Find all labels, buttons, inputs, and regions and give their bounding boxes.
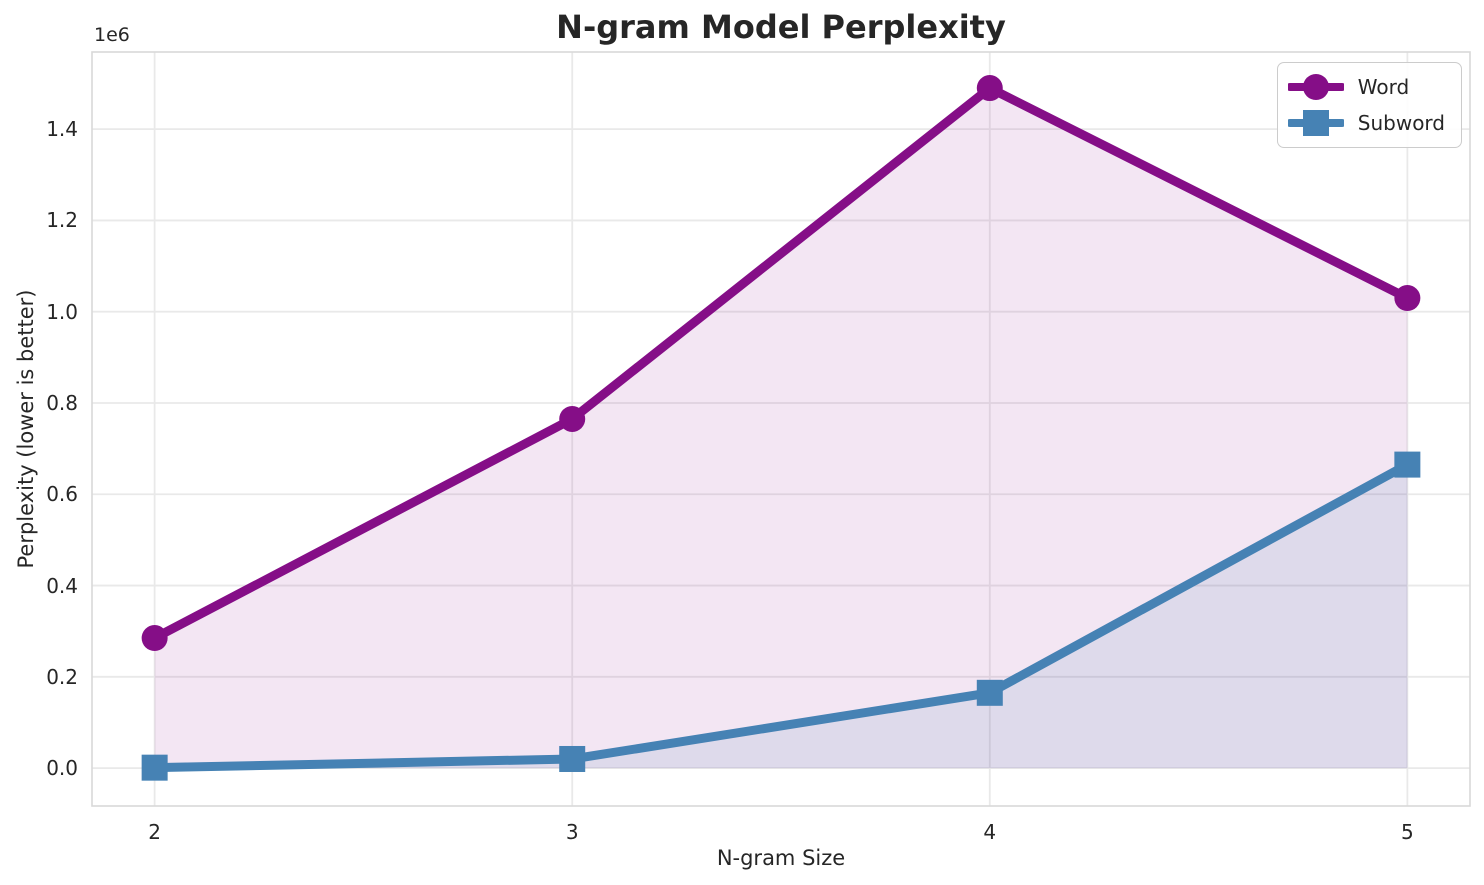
x-tick-label: 5: [1400, 820, 1414, 844]
y-tick-label: 1.0: [46, 299, 78, 324]
grid: [92, 52, 1470, 806]
square-marker: [141, 754, 168, 781]
circle-marker: [1394, 285, 1421, 312]
word-line: [150, 83, 1412, 643]
chart-title: N-gram Model Perplexity: [556, 8, 1006, 46]
circle-marker-icon: [1287, 74, 1344, 100]
subword-area-fill: [154, 464, 1408, 769]
square-marker: [559, 745, 586, 772]
legend-label: Subword: [1357, 111, 1445, 135]
y-tick-label: 0.0: [46, 756, 78, 781]
square-marker-icon: [1287, 110, 1344, 136]
legend: Word Subword: [1276, 62, 1462, 148]
x-tick-label: 4: [983, 820, 997, 844]
y-tick-label: 1.4: [46, 117, 78, 142]
y-tick-label: 0.8: [46, 390, 78, 415]
y-tick-label: 1.2: [46, 208, 78, 233]
y-axis-label: Perplexity (lower is better): [14, 289, 38, 569]
x-axis-label: N-gram Size: [716, 846, 846, 870]
legend-label: Word: [1357, 75, 1410, 99]
legend-item-subword: Subword: [1287, 106, 1445, 140]
word-markers: [141, 75, 1421, 652]
circle-marker: [976, 75, 1003, 102]
square-marker: [976, 679, 1003, 706]
subword-markers: [141, 451, 1421, 781]
word-area-fill: [154, 88, 1408, 769]
x-tick-label: 2: [148, 820, 161, 844]
square-marker: [1394, 451, 1421, 478]
subword-line: [150, 460, 1412, 773]
x-tick-label: 3: [565, 820, 579, 844]
circle-marker: [141, 625, 168, 652]
y-tick-label: 0.6: [46, 482, 78, 507]
y-axis-offset-label: 1e6: [94, 24, 130, 46]
y-tick-label: 0.2: [46, 664, 78, 689]
y-tick-label: 0.4: [46, 573, 78, 598]
legend-item-word: Word: [1287, 70, 1445, 104]
axes-frame: [91, 51, 1471, 807]
circle-marker: [559, 405, 586, 432]
